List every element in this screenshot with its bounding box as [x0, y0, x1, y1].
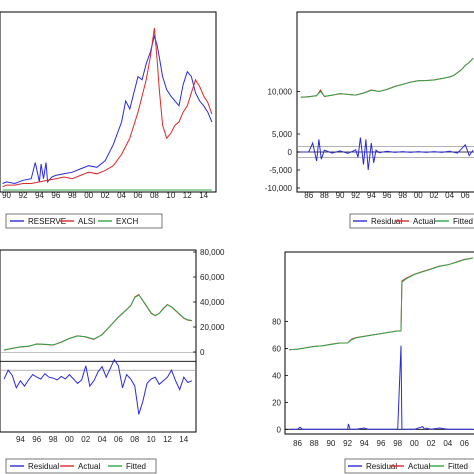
panel-2-legend-label-residual: Residual [371, 217, 402, 226]
panel-1-x-tick-label: 14 [199, 191, 208, 200]
panel-2-series-fitted [300, 58, 474, 98]
panel-2-legend-label-actual: Actual [413, 217, 435, 226]
panel-1-x-tick-label: 90 [2, 191, 11, 200]
panel-1-x-tick-label: 96 [51, 191, 60, 200]
panel-2-y-tick-label: -5,000 [269, 166, 292, 175]
panel-2-y-tick-label: 5,000 [272, 130, 293, 139]
panel-3-legend-label-fitted: Fitted [126, 462, 146, 471]
panel-1-x-tick-label: 12 [183, 191, 192, 200]
panel-4-series-fitted [289, 257, 473, 351]
panel-4-x-tick-label: 86 [293, 439, 302, 448]
panel-1-frame [0, 11, 217, 193]
panel-4-x-tick-label: 02 [427, 439, 436, 448]
panel-1-x-tick-label: 00 [84, 191, 93, 200]
panel-4-x-tick-label: 90 [326, 439, 335, 448]
panel-4-legend-box [344, 458, 474, 474]
panel-1-x-tick-label: 10 [166, 191, 175, 200]
panel-3-y-tick-label: 0 [200, 348, 205, 357]
panel-4-x-tick-label: 92 [343, 439, 352, 448]
panel-3-legend-box [5, 458, 157, 474]
panel-3-x-tick-label: 94 [16, 435, 25, 444]
panel-1-plot: 90 92 94 96 98 00 02 04 06 08 10 12 14 [2, 27, 213, 200]
panel-2-frame [296, 11, 474, 193]
panel-3-x-tick-label: 08 [130, 435, 139, 444]
panel-4-y-tick-label: 0 [277, 425, 282, 434]
panel-2-x-tick-label: 00 [414, 191, 423, 200]
panel-2-x-tick-label: 96 [383, 191, 392, 200]
panel-1-legend-box [5, 213, 163, 229]
panel-3-y-tick-label: 20,000 [200, 323, 225, 332]
panel-3-series-residual [3, 358, 193, 415]
panel-4-y-tick-label: 80 [272, 317, 281, 326]
panel-4-x-tick-label: 00 [410, 439, 419, 448]
panel-4-legend-label-actual: Actual [408, 462, 430, 471]
panel-3-frame [0, 249, 197, 433]
panel-1-x-tick-label: 94 [35, 191, 44, 200]
panel-3-x-tick-label: 98 [49, 435, 58, 444]
panel-3-x-tick-label: 00 [65, 435, 74, 444]
panel-2-x-tick-label: 88 [320, 191, 329, 200]
panel-1-series-alsi [2, 27, 213, 188]
panel-2-x-tick-label: 94 [367, 191, 376, 200]
panel-4-series-residual [289, 345, 473, 431]
panel-3-x-tick-label: 10 [147, 435, 156, 444]
panel-3-x-tick-label: 12 [163, 435, 172, 444]
panel-3-y-tick-label: 60,000 [200, 273, 225, 282]
panel-1-x-tick-label: 02 [101, 191, 110, 200]
panel-1-x-tick-label: 08 [150, 191, 159, 200]
panel-2-x-tick-label: 90 [336, 191, 345, 200]
panel-4-x-tick-label: 06 [460, 439, 469, 448]
panel-3-series-actual [3, 293, 192, 351]
panel-3-legend-label-actual: Actual [78, 462, 100, 471]
panel-4-legend-label-residual: Residual [366, 462, 397, 471]
panel-1-x-tick-label: 98 [68, 191, 77, 200]
panel-3-series-fitted [4, 294, 192, 351]
panel-4-x-tick-label: 88 [310, 439, 319, 448]
panel-4-legend-label-fitted: Fitted [448, 462, 468, 471]
panel-3-y-tick-label: 80,000 [200, 248, 225, 257]
panel-1-legend-label-exch: EXCH [116, 217, 138, 226]
panel-2-x-tick-label: 98 [398, 191, 407, 200]
panel-1-x-tick-label: 04 [117, 191, 126, 200]
panel-2-y-tick-label: 0 [288, 148, 293, 157]
legends: RESERVE ALSI EXCH Residual Actual Fitted Resid… [10, 217, 473, 471]
panel-2-legend-box [349, 213, 474, 229]
panel-3-x-tick-label: 96 [32, 435, 41, 444]
panel-3-y-tick-label: 40,000 [200, 298, 225, 307]
panel-2-x-tick-label: 04 [445, 191, 454, 200]
panel-1-legend-label-alsi: ALSI [78, 217, 95, 226]
panel-1-legend-label-reserve: RESERVE [28, 217, 66, 226]
panel-3-x-tick-label: 14 [179, 435, 188, 444]
panel-2-series-residual [300, 137, 474, 171]
panel-1-x-tick-label: 06 [134, 191, 143, 200]
panel-2-x-tick-label: 06 [461, 191, 470, 200]
panel-2-y-tick-label: -10,000 [265, 184, 293, 193]
panel-4-x-tick-label: 04 [443, 439, 452, 448]
panel-2-x-tick-label: 86 [304, 191, 313, 200]
panel-2-y-tick-label: 10,000 [268, 88, 293, 97]
panel-1-x-tick-label: 92 [19, 191, 28, 200]
panel-1-series-reserve [2, 34, 213, 185]
panel-2-plot: 10,000 5,000 0 -5,000 -10,000 86 88 90 92 94 96 98 0… [265, 57, 474, 200]
panel-4-plot: 80 60 40 20 0 86 88 90 92 94 96 98 00 02 04 06 [272, 257, 474, 448]
panel-4-y-tick-label: 40 [272, 371, 281, 380]
panel-4-y-tick-label: 60 [272, 344, 281, 353]
panel-4-x-tick-label: 94 [360, 439, 369, 448]
panel-4-frame [284, 251, 474, 435]
panel-3-x-tick-label: 06 [114, 435, 123, 444]
panel-4-y-tick-label: 20 [272, 398, 281, 407]
panel-4-x-tick-label: 96 [377, 439, 386, 448]
panel-4-x-tick-label: 98 [393, 439, 402, 448]
panel-2-x-tick-label: 02 [430, 191, 439, 200]
panel-4-series-actual [289, 257, 473, 351]
panel-3-x-tick-label: 02 [81, 435, 90, 444]
panel-3-x-tick-label: 04 [98, 435, 107, 444]
panel-2-legend-label-fitted: Fitted [453, 217, 473, 226]
panel-3-plot: 80,000 60,000 40,000 20,000 0 94 96 98 00 02 04 06 0… [0, 248, 225, 444]
panel-2-x-tick-label: 92 [351, 191, 360, 200]
panel-3-legend-label-residual: Residual [28, 462, 59, 471]
